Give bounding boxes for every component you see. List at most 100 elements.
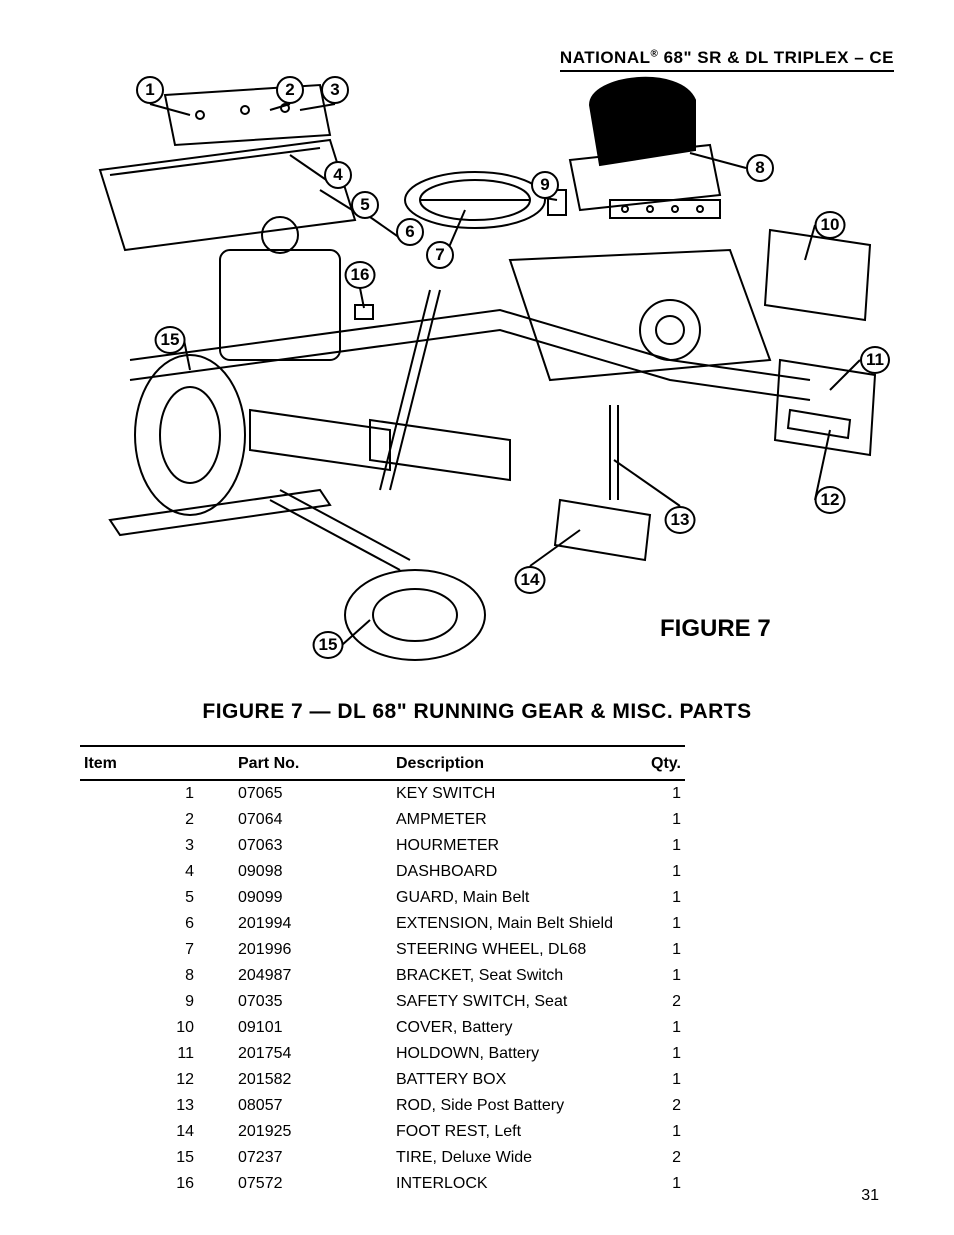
callout-4: 4 [324, 161, 352, 189]
callout-2: 2 [276, 76, 304, 104]
cell-qty: 1 [617, 963, 685, 989]
cell-part: 201754 [234, 1041, 392, 1067]
callout-bubble: 2 [276, 76, 304, 104]
cell-item: 1 [80, 780, 234, 807]
cell-qty: 2 [617, 1093, 685, 1119]
cell-desc: COVER, Battery [392, 1015, 617, 1041]
table-row: 307063HOURMETER1 [80, 833, 685, 859]
callout-bubble: 12 [815, 486, 846, 514]
cell-part: 09099 [234, 885, 392, 911]
cell-qty: 1 [617, 1171, 685, 1197]
callout-bubble: 10 [815, 211, 846, 239]
cell-qty: 2 [617, 989, 685, 1015]
callout-bubble: 13 [665, 506, 696, 534]
cell-desc: INTERLOCK [392, 1171, 617, 1197]
cell-item: 15 [80, 1145, 234, 1171]
cell-part: 07572 [234, 1171, 392, 1197]
page: NATIONAL® 68" SR & DL TRIPLEX – CE [0, 0, 954, 1235]
cell-desc: EXTENSION, Main Belt Shield [392, 911, 617, 937]
cell-item: 7 [80, 937, 234, 963]
cell-desc: HOLDOWN, Battery [392, 1041, 617, 1067]
cell-qty: 1 [617, 780, 685, 807]
table-row: 7201996STEERING WHEEL, DL681 [80, 937, 685, 963]
callout-bubble: 11 [860, 346, 890, 374]
cell-qty: 1 [617, 1041, 685, 1067]
cell-qty: 1 [617, 1015, 685, 1041]
page-number: 31 [861, 1187, 879, 1205]
cell-item: 5 [80, 885, 234, 911]
cell-item: 3 [80, 833, 234, 859]
cell-part: 07065 [234, 780, 392, 807]
cell-qty: 1 [617, 859, 685, 885]
callout-12: 12 [815, 486, 846, 514]
cell-item: 2 [80, 807, 234, 833]
callout-bubble: 15 [313, 631, 344, 659]
callout-bubble: 8 [746, 154, 774, 182]
cell-qty: 1 [617, 1119, 685, 1145]
cell-qty: 1 [617, 937, 685, 963]
cell-part: 09101 [234, 1015, 392, 1041]
callout-bubble: 3 [321, 76, 349, 104]
cell-qty: 1 [617, 833, 685, 859]
cell-qty: 1 [617, 807, 685, 833]
figure-label-inline: FIGURE 7 [660, 615, 771, 643]
callout-bubble: 14 [515, 566, 546, 594]
cell-part: 201582 [234, 1067, 392, 1093]
callout-3: 3 [321, 76, 349, 104]
cell-desc: KEY SWITCH [392, 780, 617, 807]
table-row: 1308057ROD, Side Post Battery2 [80, 1093, 685, 1119]
cell-part: 201925 [234, 1119, 392, 1145]
callout-bubble: 4 [324, 161, 352, 189]
cell-item: 13 [80, 1093, 234, 1119]
callout-11: 11 [860, 346, 890, 374]
cell-qty: 2 [617, 1145, 685, 1171]
table-row: 1607572INTERLOCK1 [80, 1171, 685, 1197]
callout-bubble: 16 [345, 261, 376, 289]
callout-13: 13 [665, 506, 696, 534]
cell-desc: ROD, Side Post Battery [392, 1093, 617, 1119]
table-row: 6201994EXTENSION, Main Belt Shield1 [80, 911, 685, 937]
table-row: 8204987BRACKET, Seat Switch1 [80, 963, 685, 989]
table-row: 1507237TIRE, Deluxe Wide2 [80, 1145, 685, 1171]
cell-part: 07237 [234, 1145, 392, 1171]
cell-desc: SAFETY SWITCH, Seat [392, 989, 617, 1015]
callout-bubble: 7 [426, 241, 454, 269]
callout-9: 9 [531, 171, 559, 199]
cell-item: 8 [80, 963, 234, 989]
cell-item: 4 [80, 859, 234, 885]
parts-tbody: 107065KEY SWITCH1207064AMPMETER1307063HO… [80, 780, 685, 1197]
cell-part: 09098 [234, 859, 392, 885]
table-row: 907035SAFETY SWITCH, Seat2 [80, 989, 685, 1015]
table-row: 509099GUARD, Main Belt1 [80, 885, 685, 911]
cell-item: 6 [80, 911, 234, 937]
cell-desc: FOOT REST, Left [392, 1119, 617, 1145]
table-row: 1009101COVER, Battery1 [80, 1015, 685, 1041]
parts-table: Item Part No. Description Qty. 107065KEY… [80, 745, 685, 1197]
cell-desc: TIRE, Deluxe Wide [392, 1145, 617, 1171]
cell-item: 16 [80, 1171, 234, 1197]
cell-part: 07035 [234, 989, 392, 1015]
callout-15: 15 [155, 326, 186, 354]
table-row: 409098DASHBOARD1 [80, 859, 685, 885]
cell-desc: BATTERY BOX [392, 1067, 617, 1093]
cell-desc: AMPMETER [392, 807, 617, 833]
col-header-part: Part No. [234, 746, 392, 780]
cell-qty: 1 [617, 1067, 685, 1093]
cell-desc: STEERING WHEEL, DL68 [392, 937, 617, 963]
figure-title: FIGURE 7 — DL 68" RUNNING GEAR & MISC. P… [0, 700, 954, 724]
diagram-svg [70, 60, 890, 680]
callout-bubble: 1 [136, 76, 164, 104]
callout-1: 1 [136, 76, 164, 104]
callout-bubble: 5 [351, 191, 379, 219]
callout-14: 14 [515, 566, 546, 594]
cell-desc: BRACKET, Seat Switch [392, 963, 617, 989]
table-row: 14201925FOOT REST, Left1 [80, 1119, 685, 1145]
cell-part: 201996 [234, 937, 392, 963]
cell-desc: HOURMETER [392, 833, 617, 859]
cell-desc: DASHBOARD [392, 859, 617, 885]
callout-bubble: 15 [155, 326, 186, 354]
cell-qty: 1 [617, 911, 685, 937]
cell-part: 07063 [234, 833, 392, 859]
table-row: 107065KEY SWITCH1 [80, 780, 685, 807]
callout-10: 10 [815, 211, 846, 239]
